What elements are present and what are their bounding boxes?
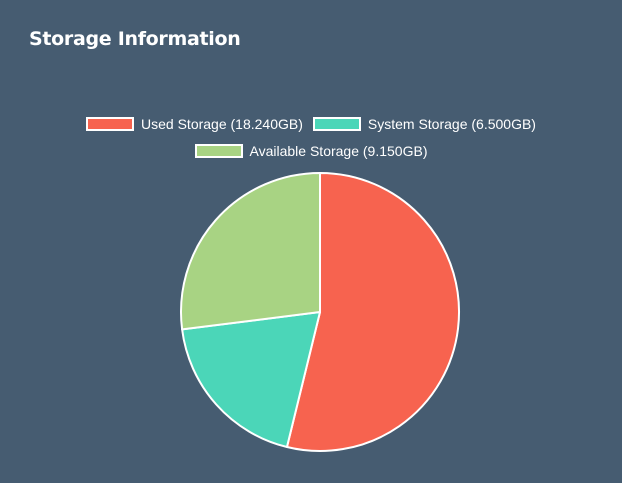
legend-swatch-available-storage <box>194 144 243 158</box>
legend-row-2: Available Storage (9.150GB) <box>0 139 622 163</box>
legend-item-system-storage[interactable]: System Storage (6.500GB) <box>312 116 536 132</box>
pie-slice-system-storage[interactable] <box>181 311 321 449</box>
pie-slice-available-storage[interactable] <box>180 172 321 331</box>
legend-swatch-used-storage <box>86 117 135 131</box>
pie-slice-used-storage[interactable] <box>285 172 460 452</box>
legend-item-used-storage[interactable]: Used Storage (18.240GB) <box>86 116 303 132</box>
legend-item-available-storage[interactable]: Available Storage (9.150GB) <box>194 143 428 159</box>
panel-title: Storage Information <box>29 28 241 50</box>
legend-label-used-storage: Used Storage (18.240GB) <box>141 116 303 132</box>
legend-label-available-storage: Available Storage (9.150GB) <box>249 143 428 159</box>
legend-label-system-storage: System Storage (6.500GB) <box>367 116 536 132</box>
legend-row-1: Used Storage (18.240GB) System Storage (… <box>0 112 622 136</box>
chart-legend: Used Storage (18.240GB) System Storage (… <box>0 112 622 166</box>
legend-swatch-system-storage <box>312 117 361 131</box>
